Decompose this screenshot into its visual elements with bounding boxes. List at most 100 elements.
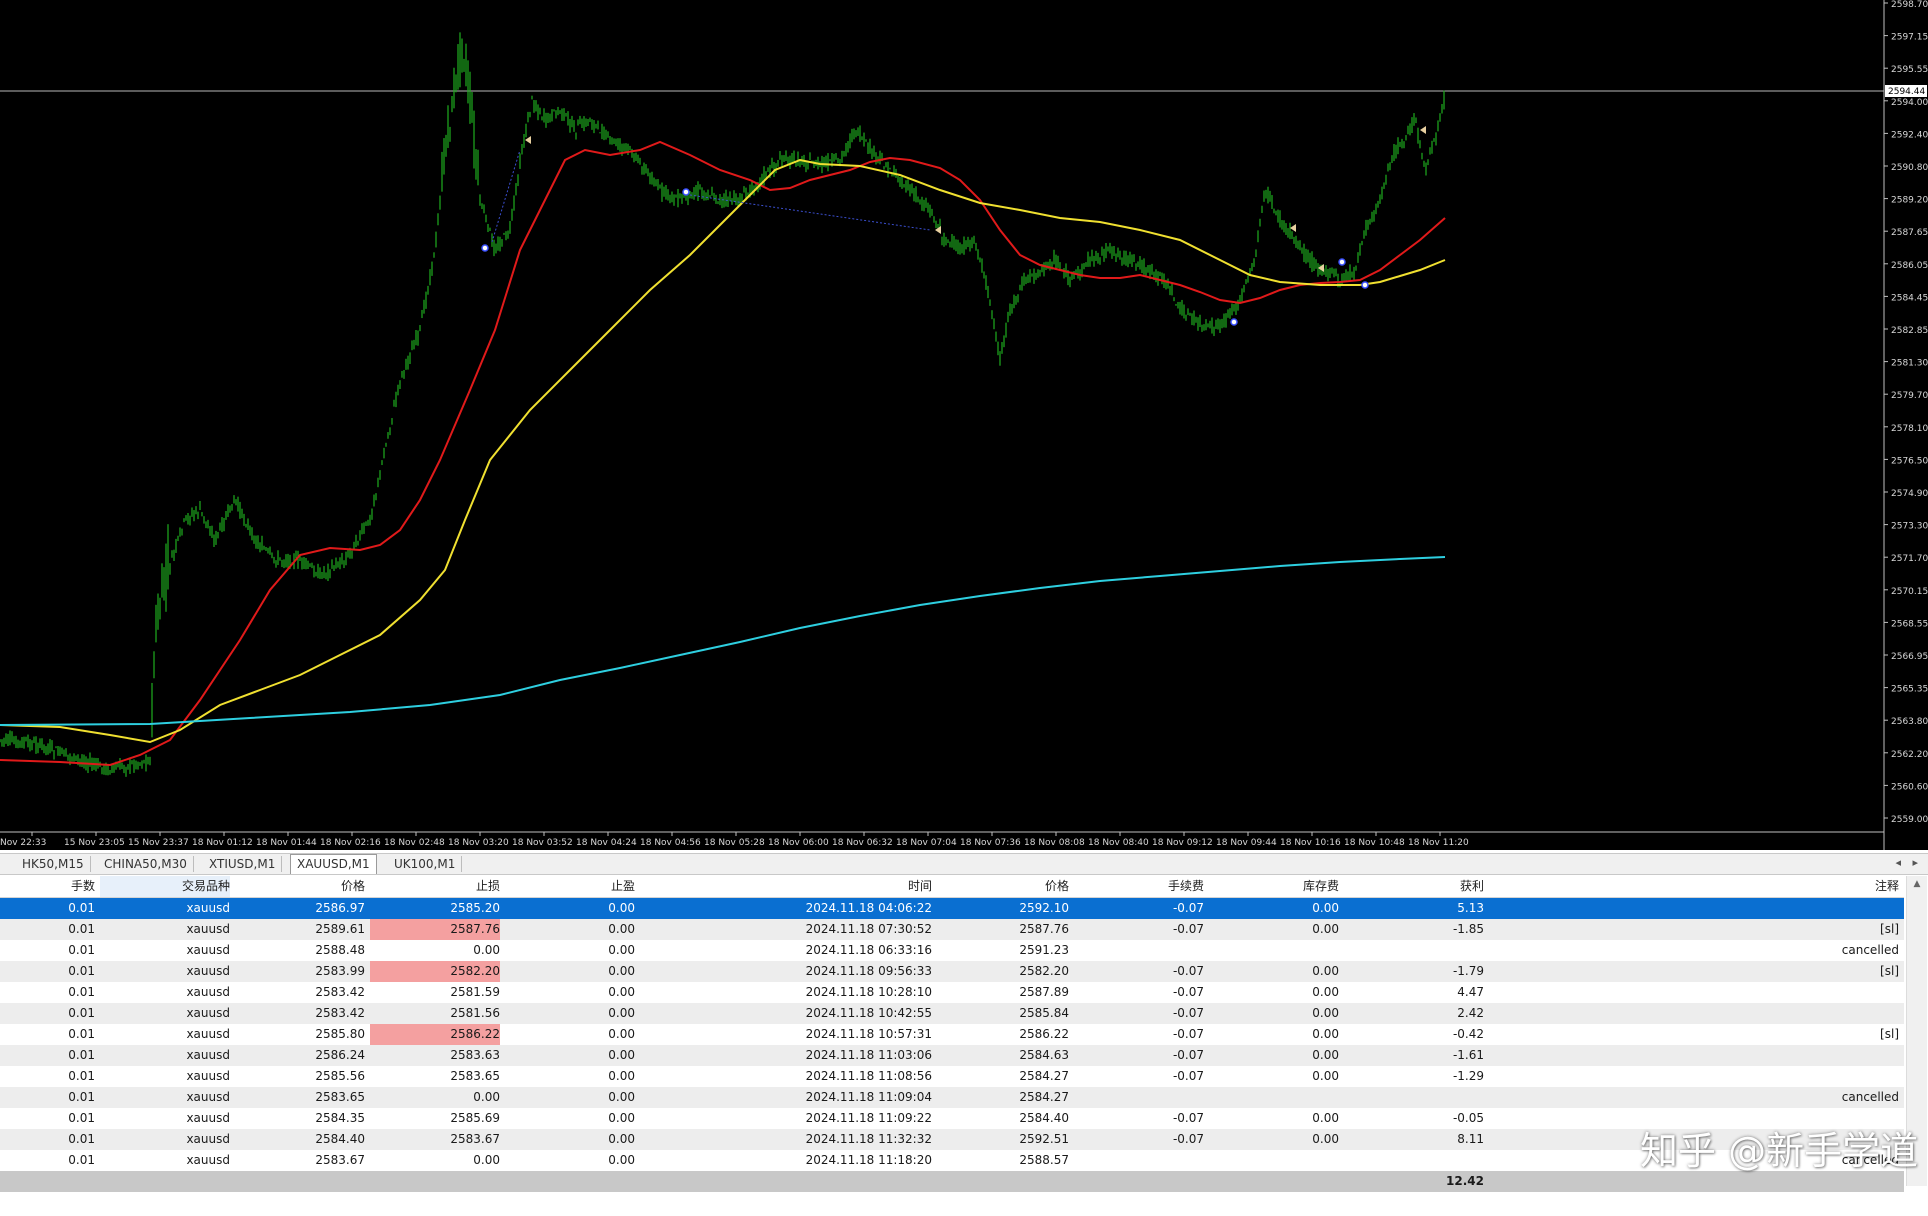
trade-exit-marker xyxy=(935,226,941,234)
trade-exit-marker xyxy=(525,136,531,144)
table-row[interactable]: 0.01 xauusd 2584.40 2583.67 0.00 2024.11.18 1… xyxy=(0,1129,1904,1150)
cell-profit xyxy=(1344,1150,1484,1171)
cell-sl: 2585.20 xyxy=(450,901,500,915)
header-close-price[interactable]: 价格 xyxy=(1044,879,1069,893)
cell-tp: 0.00 xyxy=(608,1153,635,1167)
cell-swap: 0.00 xyxy=(1312,964,1339,978)
tab-xauusd[interactable]: XAUUSD,M1 xyxy=(290,854,377,874)
cell-sl: 0.00 xyxy=(473,943,500,957)
cell-lots: 0.01 xyxy=(68,1090,95,1104)
cell-profit xyxy=(1344,940,1484,961)
time-tick-label: 18 Nov 02:16 xyxy=(320,838,381,848)
tab-uk100[interactable]: UK100,M1 xyxy=(388,856,463,872)
cell-close-price: 2587.89 xyxy=(1019,985,1069,999)
table-row[interactable]: 0.01 xauusd 2589.61 2587.76 0.00 2024.11.18 0… xyxy=(0,919,1904,940)
cell-commission: -0.07 xyxy=(1172,1111,1204,1125)
cell-sl: 2583.65 xyxy=(450,1069,500,1083)
time-tick-label: 18 Nov 09:44 xyxy=(1216,838,1277,848)
price-tick-label: 2566.95 xyxy=(1891,652,1928,662)
price-tick-label: 2595.55 xyxy=(1891,65,1928,75)
cell-time: 2024.11.18 10:28:10 xyxy=(805,985,932,999)
table-header: 手数 交易品种 价格 止损 止盈 时间 价格 手续费 库存费 获利 注释 xyxy=(0,876,1904,898)
cell-commission: -0.07 xyxy=(1172,964,1204,978)
trade-entry-marker xyxy=(682,188,690,196)
cell-profit: 2.42 xyxy=(1457,1006,1484,1020)
time-tick-label: 18 Nov 01:44 xyxy=(256,838,317,848)
trade-entry-marker xyxy=(1230,318,1238,326)
cell-profit: 8.11 xyxy=(1457,1132,1484,1146)
cell-comment: [sl] xyxy=(1880,1027,1899,1041)
tab-hk50[interactable]: HK50,M15 xyxy=(16,856,91,872)
table-row[interactable]: 0.01 xauusd 2584.35 2585.69 0.00 2024.11.18 1… xyxy=(0,1108,1904,1129)
cell-commission: -0.07 xyxy=(1172,1006,1204,1020)
table-row[interactable]: 0.01 xauusd 2583.42 2581.56 0.00 2024.11.18 1… xyxy=(0,1003,1904,1024)
cell-lots: 0.01 xyxy=(68,1132,95,1146)
price-tick-label: 2571.70 xyxy=(1891,554,1928,564)
cell-commission: -0.07 xyxy=(1172,985,1204,999)
time-tick-label: 18 Nov 08:08 xyxy=(1024,838,1085,848)
cell-comment: cancelled xyxy=(1841,1090,1899,1104)
cell-close-price: 2584.27 xyxy=(1019,1069,1069,1083)
cell-swap: 0.00 xyxy=(1312,1048,1339,1062)
header-tp[interactable]: 止盈 xyxy=(610,879,635,893)
table-row[interactable]: 0.01 xauusd 2586.97 2585.20 0.00 2024.11.18 0… xyxy=(0,898,1904,919)
cell-sl: 0.00 xyxy=(473,1090,500,1104)
header-commission[interactable]: 手续费 xyxy=(1167,879,1204,893)
table-row[interactable]: 0.01 xauusd 2583.42 2581.59 0.00 2024.11.18 1… xyxy=(0,982,1904,1003)
cell-sl: 2581.59 xyxy=(450,985,500,999)
cell-close-price: 2592.51 xyxy=(1019,1132,1069,1146)
table-row[interactable]: 0.01 xauusd 2586.24 2583.63 0.00 2024.11.18 1… xyxy=(0,1045,1904,1066)
cell-time: 2024.11.18 09:56:33 xyxy=(805,964,932,978)
table-row[interactable]: 0.01 xauusd 2583.65 0.00 0.00 2024.11.18 11:0… xyxy=(0,1087,1904,1108)
table-scrollbar[interactable]: ▲ xyxy=(1906,876,1927,1186)
cell-comment xyxy=(1489,898,1899,919)
price-tick-label: 2584.45 xyxy=(1891,293,1928,303)
header-time[interactable]: 时间 xyxy=(907,879,932,893)
cell-sl: 2582.20 xyxy=(370,961,500,982)
price-tick-label: 2594.00 xyxy=(1891,98,1928,108)
tab-china50[interactable]: CHINA50,M30 xyxy=(98,856,194,872)
header-sl[interactable]: 止损 xyxy=(475,879,500,893)
price-chart[interactable]: 2598.70 2597.15 2595.55 2594.00 2592.40 2590.… xyxy=(0,0,1928,850)
cell-tp: 0.00 xyxy=(608,1048,635,1062)
time-tick-label: 15 Nov 23:37 xyxy=(128,838,189,848)
cell-price: 2589.61 xyxy=(315,922,365,936)
trade-entry-marker xyxy=(481,244,489,252)
table-row[interactable]: 0.01 xauusd 2585.56 2583.65 0.00 2024.11.18 1… xyxy=(0,1066,1904,1087)
time-tick-label: 18 Nov 11:20 xyxy=(1408,838,1469,848)
header-symbol[interactable]: 交易品种 xyxy=(100,876,230,897)
header-lots[interactable]: 手数 xyxy=(70,879,95,893)
header-profit[interactable]: 获利 xyxy=(1459,879,1484,893)
cell-symbol: xauusd xyxy=(186,1027,230,1041)
time-tick-label: 18 Nov 06:32 xyxy=(832,838,893,848)
header-price[interactable]: 价格 xyxy=(340,879,365,893)
price-tick-label: 2586.05 xyxy=(1891,261,1928,271)
ma-fast-line xyxy=(0,140,1446,767)
cell-commission: -0.07 xyxy=(1172,1027,1204,1041)
tab-scroll-right-icon[interactable]: ▸ xyxy=(1912,856,1918,869)
header-swap[interactable]: 库存费 xyxy=(1302,879,1339,893)
cell-symbol: xauusd xyxy=(186,901,230,915)
cell-time: 2024.11.18 11:18:20 xyxy=(805,1153,932,1167)
cell-commission xyxy=(1074,1150,1204,1171)
table-row[interactable]: 0.01 xauusd 2583.67 0.00 0.00 2024.11.18 11:1… xyxy=(0,1150,1904,1171)
time-tick-label: Nov 22:33 xyxy=(0,838,46,848)
cell-sl: 2583.67 xyxy=(450,1132,500,1146)
cell-tp: 0.00 xyxy=(608,1132,635,1146)
tab-xtiusd[interactable]: XTIUSD,M1 xyxy=(203,856,283,872)
time-tick-label: 18 Nov 03:20 xyxy=(448,838,509,848)
cell-swap: 0.00 xyxy=(1312,901,1339,915)
cell-close-price: 2584.40 xyxy=(1019,1111,1069,1125)
chart-canvas[interactable]: 2598.70 2597.15 2595.55 2594.00 2592.40 2590.… xyxy=(0,0,1928,850)
cell-symbol: xauusd xyxy=(186,922,230,936)
scroll-up-icon[interactable]: ▲ xyxy=(1913,879,1921,889)
table-row[interactable]: 0.01 xauusd 2583.99 2582.20 0.00 2024.11.18 0… xyxy=(0,961,1904,982)
cell-comment: cancelled xyxy=(1841,1153,1899,1167)
tab-scroll-left-icon[interactable]: ◂ xyxy=(1895,856,1901,869)
table-row[interactable]: 0.01 xauusd 2588.48 0.00 0.00 2024.11.18 06:3… xyxy=(0,940,1904,961)
cell-tp: 0.00 xyxy=(608,1069,635,1083)
cell-sl: 2581.56 xyxy=(450,1006,500,1020)
header-comment[interactable]: 注释 xyxy=(1874,879,1899,893)
table-row[interactable]: 0.01 xauusd 2585.80 2586.22 0.00 2024.11.18 1… xyxy=(0,1024,1904,1045)
cell-tp: 0.00 xyxy=(608,1027,635,1041)
